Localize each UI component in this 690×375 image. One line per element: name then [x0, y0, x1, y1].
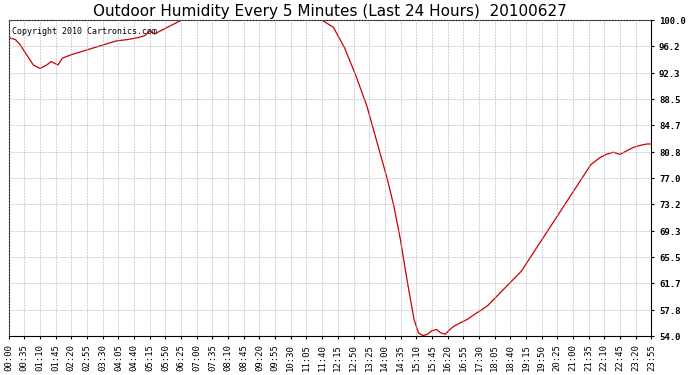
Title: Outdoor Humidity Every 5 Minutes (Last 24 Hours)  20100627: Outdoor Humidity Every 5 Minutes (Last 2…: [93, 4, 567, 19]
Text: Copyright 2010 Cartronics.com: Copyright 2010 Cartronics.com: [12, 27, 157, 36]
